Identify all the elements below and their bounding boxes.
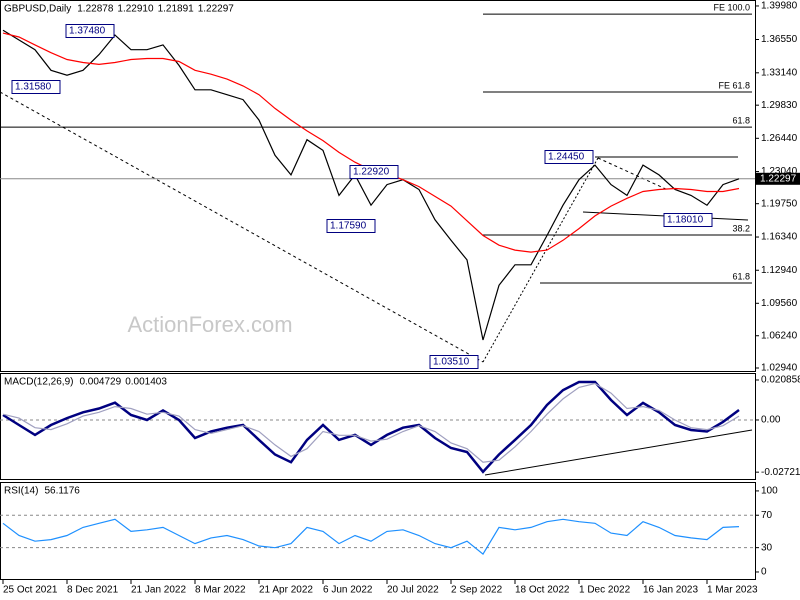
trend-line (482, 157, 599, 363)
header-value: 0.001403 (125, 377, 167, 388)
y-tick-label: 0.020858 (761, 375, 800, 386)
panel-title: RSI(14) (4, 486, 38, 497)
trend-line (597, 157, 669, 191)
y-tick-label: 1.33140 (761, 67, 798, 78)
annotation-box (11, 80, 61, 94)
series-line (2, 380, 740, 474)
x-tick-label: 1 Dec 2022 (579, 585, 631, 596)
x-tick-label: 20 Jul 2022 (387, 585, 439, 596)
x-tick-label: 6 Jun 2022 (323, 585, 373, 596)
annotation-box (65, 24, 115, 38)
fib-label: FE 100.0 (713, 2, 750, 12)
header-value: 56.1176 (44, 486, 80, 497)
y-tick-label: 1.26440 (761, 133, 798, 144)
y-tick-label: 100 (761, 486, 778, 497)
annotation-box (663, 213, 713, 227)
x-tick-label: 8 Mar 2022 (195, 585, 246, 596)
y-tick-label: 1.16340 (761, 232, 798, 243)
fib-label: 61.8 (732, 271, 750, 281)
y-tick-label: 1.39980 (761, 1, 798, 12)
fib-label: FE 61.8 (718, 80, 750, 90)
macd-trend-line (484, 429, 753, 476)
fib-label: 61.8 (732, 115, 750, 125)
trend-line (0, 91, 484, 363)
y-tick-label: 1.36550 (761, 34, 798, 45)
last-price-box (756, 172, 800, 185)
y-tick-label: -0.027213 (761, 467, 800, 478)
annotation-label: 1.22920 (353, 167, 390, 178)
annotation-box (349, 165, 399, 179)
x-tick-label: 21 Jan 2022 (131, 585, 186, 596)
panel-frame (0, 0, 756, 372)
header-value: 1.21891 (158, 4, 195, 15)
panel-title: MACD(12,26,9) (4, 377, 73, 388)
y-tick-label: 1.02940 (761, 363, 798, 374)
y-tick-label: 1.23040 (761, 166, 798, 177)
series-line (2, 29, 740, 341)
header-value: 0.004729 (79, 377, 121, 388)
annotation-box (429, 355, 479, 369)
x-tick-label: 2 Sep 2022 (451, 585, 503, 596)
x-tick-label: 21 Apr 2022 (259, 585, 313, 596)
x-tick-label: 1 Mar 2023 (707, 585, 758, 596)
annotation-label: 1.17590 (330, 221, 367, 232)
y-tick-label: 1.19750 (761, 198, 798, 209)
y-tick-label: 30 (761, 542, 773, 553)
x-tick-label: 25 Oct 2021 (3, 585, 58, 596)
annotation-box (544, 150, 594, 164)
y-tick-label: 1.09560 (761, 298, 798, 309)
x-tick-label: 16 Jan 2023 (643, 585, 698, 596)
header-value: 1.22297 (198, 4, 235, 15)
series-line (2, 382, 740, 463)
watermark: ActionForex.com (127, 312, 292, 337)
y-tick-label: 1.06240 (761, 330, 798, 341)
annotation-box (326, 219, 376, 233)
annotation-label: 1.24450 (548, 152, 585, 163)
y-tick-label: 1.12940 (761, 265, 798, 276)
header-value: 1.22910 (117, 4, 154, 15)
x-tick-label: 8 Dec 2021 (67, 585, 119, 596)
y-tick-label: 0.00 (761, 415, 781, 426)
series-line (2, 518, 740, 555)
annotation-label: 1.18010 (667, 215, 704, 226)
y-tick-label: 0 (761, 567, 767, 578)
annotation-label: 1.37480 (69, 26, 106, 37)
annotation-label: 1.31580 (15, 82, 52, 93)
panel-frame (0, 482, 756, 580)
last-price-label: 1.22297 (760, 173, 797, 184)
header-value: 1.22878 (77, 4, 114, 15)
panel-title: GBPUSD,Daily (4, 4, 71, 15)
panel-frame (0, 373, 756, 480)
y-tick-label: 70 (761, 510, 773, 521)
fib-label: 38.2 (732, 223, 750, 233)
x-tick-label: 18 Oct 2022 (515, 585, 570, 596)
y-tick-label: 1.29830 (761, 100, 798, 111)
annotation-label: 1.03510 (433, 357, 470, 368)
